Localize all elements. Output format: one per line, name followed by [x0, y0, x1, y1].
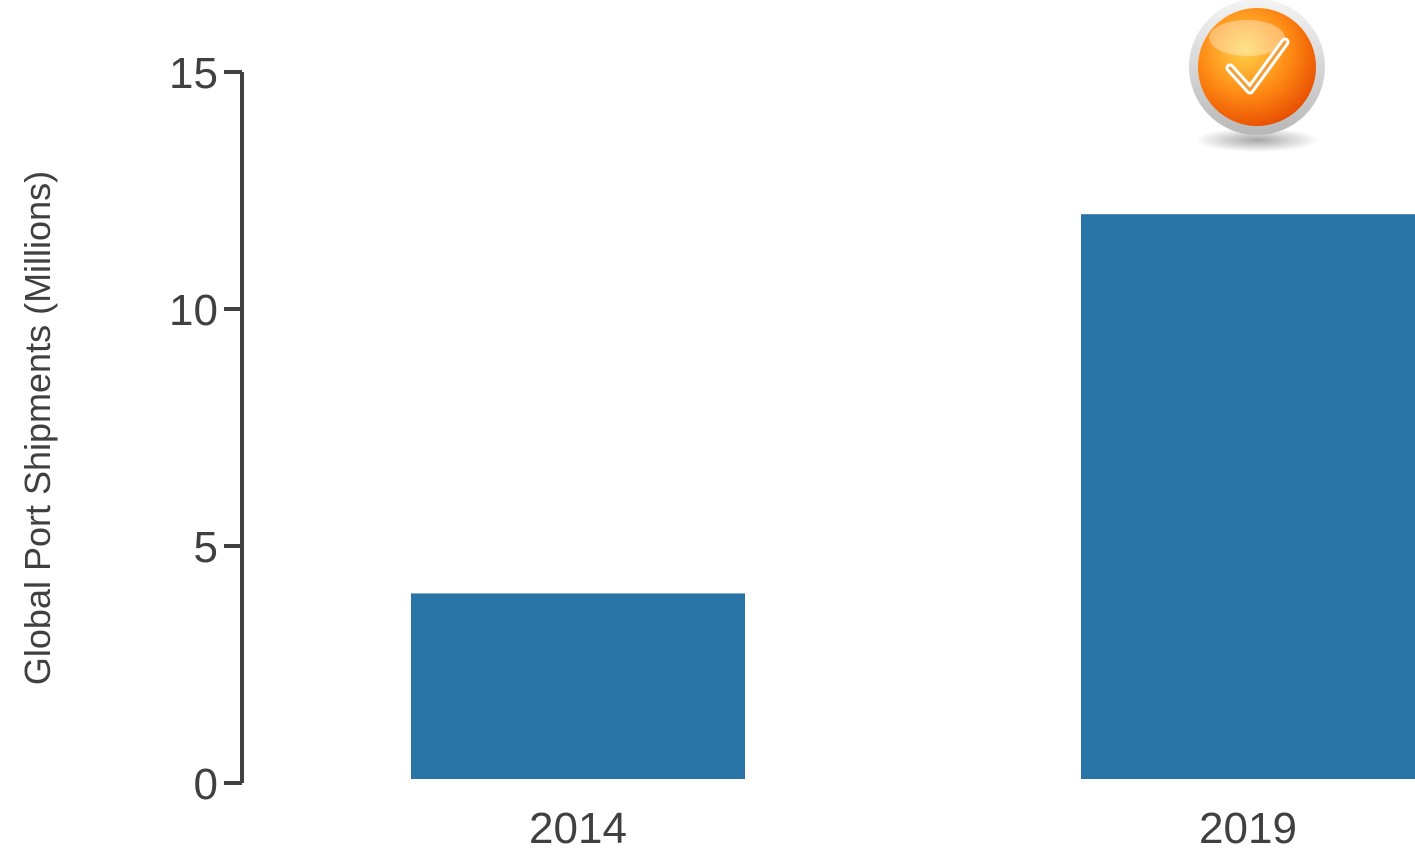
- x-tick-label-2014: 2014: [529, 804, 627, 853]
- x-tick-label-2019: 2019: [1199, 804, 1297, 853]
- x-tick-labels: 2014 2019: [529, 804, 1297, 853]
- bars: [411, 214, 1415, 779]
- y-axis-label: Global Port Shipments (Millions): [17, 171, 58, 685]
- y-tick-label: 15: [169, 49, 218, 98]
- y-tick-label: 0: [194, 760, 218, 809]
- y-axis: 0 5 10 15: [169, 49, 244, 809]
- bar-2014: [411, 593, 745, 779]
- bar-2019: [1081, 214, 1415, 779]
- y-tick-label: 5: [194, 523, 218, 572]
- y-tick-label: 10: [169, 286, 218, 335]
- orange-checkmark-icon: [1189, 0, 1325, 152]
